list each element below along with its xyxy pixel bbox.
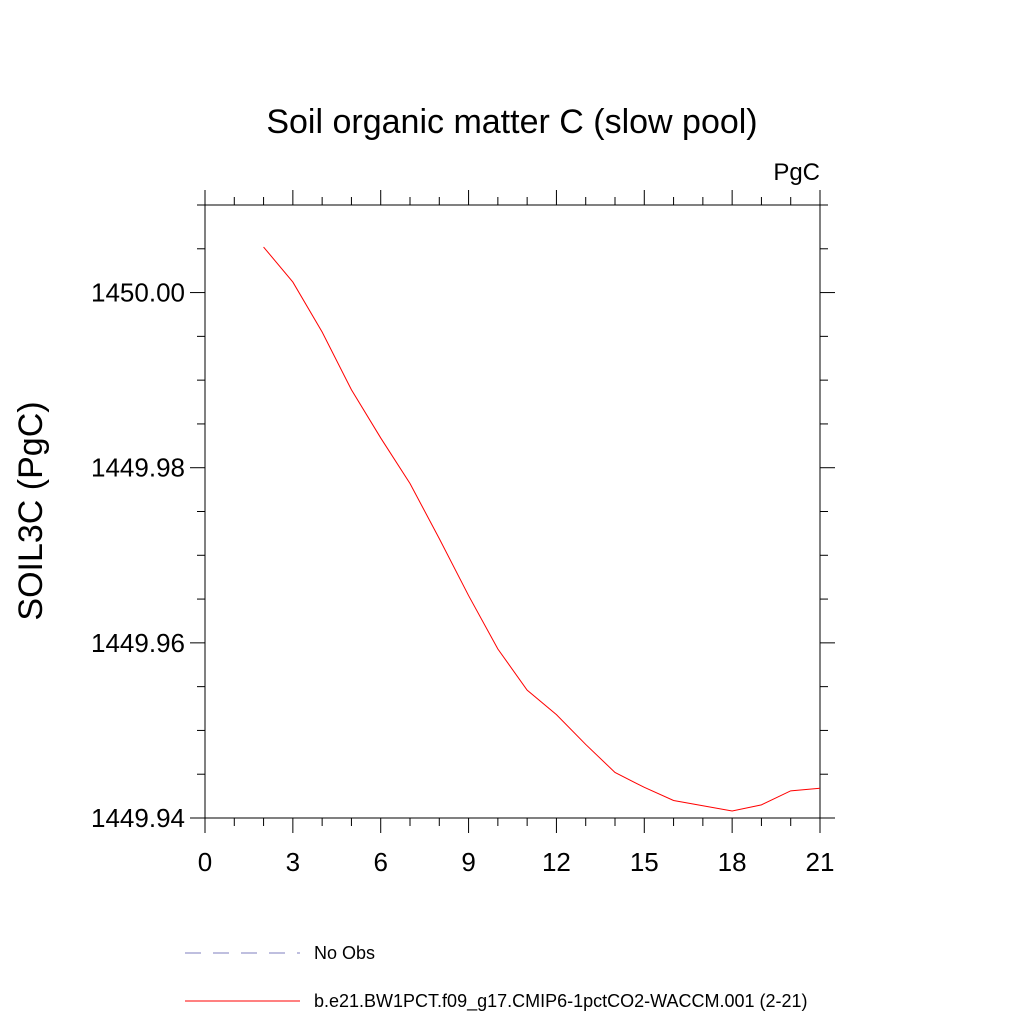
- x-tick-label: 0: [198, 847, 212, 877]
- y-axis-label: SOIL3C (PgC): [12, 401, 50, 620]
- x-tick-label: 3: [286, 847, 300, 877]
- series-layer: [263, 246, 821, 812]
- legend: No Obs b.e21.BW1PCT.f09_g17.CMIP6-1pctCO2…: [185, 943, 808, 1012]
- y-tick-label: 1450.00: [91, 278, 185, 308]
- y-tick-label: 1449.94: [91, 803, 185, 833]
- legend-label: No Obs: [314, 943, 375, 963]
- units-label: PgC: [773, 159, 820, 186]
- x-tick-label: 21: [806, 847, 835, 877]
- x-tick-label: 9: [461, 847, 475, 877]
- x-tick-label: 12: [542, 847, 571, 877]
- y-tick-label: 1449.98: [91, 453, 185, 483]
- legend-label: b.e21.BW1PCT.f09_g17.CMIP6-1pctCO2-WACCM…: [314, 991, 808, 1012]
- y-tick-label: 1449.96: [91, 628, 185, 658]
- series-line: [263, 246, 821, 812]
- x-tick-label: 15: [630, 847, 659, 877]
- plot-frame: [204, 204, 821, 819]
- x-tick-label: 6: [373, 847, 387, 877]
- chart-title: Soil organic matter C (slow pool): [266, 103, 757, 141]
- ticks-layer: 0 3 6 9 12 15 18 21 1449.94 1449.96 1449.98 1450.00: [91, 190, 835, 877]
- x-tick-label: 18: [718, 847, 747, 877]
